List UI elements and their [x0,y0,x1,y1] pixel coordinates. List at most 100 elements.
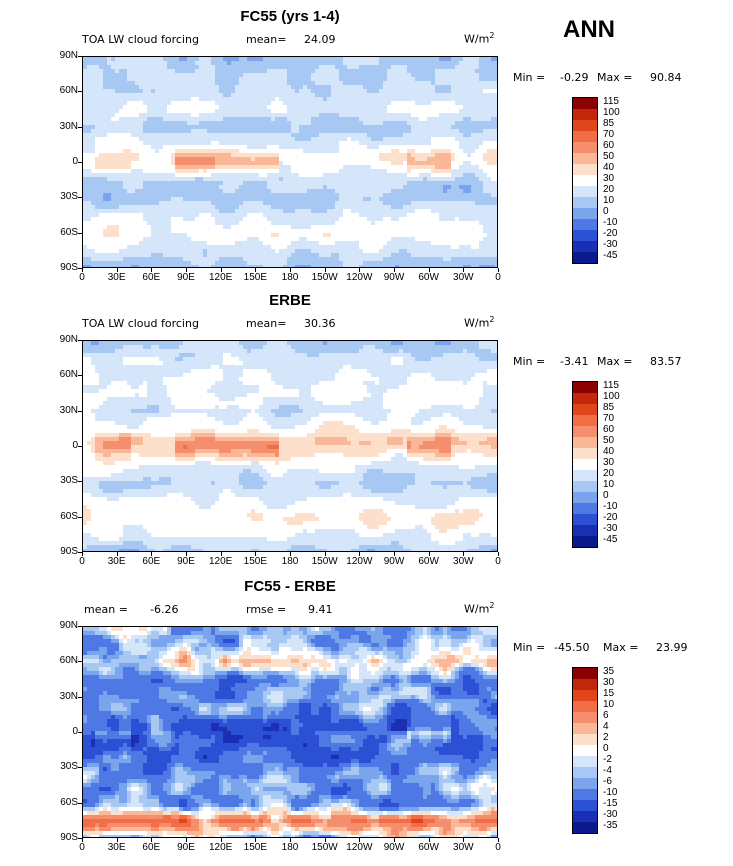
panel-left-label: TOA LW cloud forcing [82,33,199,46]
heatmap-cell [495,61,497,66]
heatmap-cell [171,173,176,178]
heatmap-cell [219,73,224,78]
heatmap-cell [179,121,184,126]
heatmap-cell [131,125,136,130]
heatmap-cell [415,229,420,234]
heatmap-cell [307,77,312,82]
heatmap-cell [231,245,236,250]
heatmap-cell [103,61,108,66]
heatmap-cell [311,201,316,206]
heatmap-cell [311,217,316,222]
heatmap-cell [251,117,256,122]
heatmap-cell [459,213,464,218]
heatmap-cell [443,85,448,90]
heatmap-cell [251,57,256,62]
heatmap-cell [283,177,288,182]
heatmap-cell [307,189,312,194]
heatmap-cell [479,93,484,98]
heatmap-cell [423,101,428,106]
heatmap-cell [267,81,272,86]
heatmap-cell [223,57,228,62]
heatmap-cell [115,161,120,166]
heatmap-cell [271,225,276,230]
heatmap-cell [483,157,488,162]
heatmap-cell [375,197,380,202]
heatmap-cell [303,133,308,138]
heatmap-cell [475,69,480,74]
heatmap-cell [211,237,216,242]
heatmap-cell [483,209,488,214]
heatmap-cell [235,101,240,106]
heatmap-cell [459,65,464,70]
heatmap-cell [359,137,364,142]
heatmap-cell [87,161,92,166]
heatmap-cell [423,113,428,118]
heatmap-cell [363,65,368,70]
heatmap-cell [439,133,444,138]
heatmap-cell [479,165,484,170]
heatmap-cell [479,197,484,202]
heatmap-cell [95,185,100,190]
heatmap-cell [323,117,328,122]
heatmap-cell [447,225,452,230]
heatmap-cell [379,237,384,242]
heatmap-cell [279,93,284,98]
heatmap-cell [335,137,340,142]
heatmap-cell [291,145,296,150]
heatmap-cell [287,237,292,242]
heatmap-cell [427,177,432,182]
heatmap-cell [459,105,464,110]
heatmap-cell [375,181,380,186]
heatmap-cell [131,89,136,94]
heatmap-cell [359,157,364,162]
heatmap-cell [147,217,152,222]
heatmap-cell [155,89,160,94]
heatmap-cell [359,153,364,158]
heatmap-cell [163,161,168,166]
heatmap-cell [167,173,172,178]
heatmap-cell [391,221,396,226]
heatmap-cell [83,177,88,182]
heatmap-cell [359,161,364,166]
heatmap-cell [399,113,404,118]
heatmap-cell [315,225,320,230]
heatmap-cell [391,89,396,94]
heatmap-cell [431,217,436,222]
heatmap-cell [495,57,497,62]
heatmap-cell [479,237,484,242]
heatmap-cell [127,197,132,202]
heatmap-cell [255,237,260,242]
heatmap-cell [435,213,440,218]
heatmap-cell [355,221,360,226]
heatmap-cell [315,157,320,162]
heatmap-cell [351,121,356,126]
heatmap-cell [395,97,400,102]
heatmap-cell [355,69,360,74]
heatmap-cell [407,125,412,130]
heatmap-cell [227,157,232,162]
heatmap-cell [187,153,192,158]
heatmap-cell [215,153,220,158]
heatmap-cell [375,105,380,110]
heatmap-cell [491,125,496,130]
heatmap-cell [211,161,216,166]
heatmap-cell [187,229,192,234]
heatmap-cell [467,145,472,150]
heatmap-cell [99,193,104,198]
heatmap-cell [175,105,180,110]
heatmap-cell [351,149,356,154]
heatmap-cell [247,137,252,142]
heatmap-cell [355,149,360,154]
heatmap-cell [399,181,404,186]
heatmap-cell [347,121,352,126]
heatmap-cell [183,81,188,86]
heatmap-cell [315,101,320,106]
heatmap-cell [171,201,176,206]
heatmap-cell [483,201,488,206]
heatmap-cell [251,93,256,98]
heatmap-cell [267,89,272,94]
heatmap-cell [363,113,368,118]
heatmap-cell [379,109,384,114]
heatmap-cell [487,121,492,126]
heatmap-cell [295,69,300,74]
